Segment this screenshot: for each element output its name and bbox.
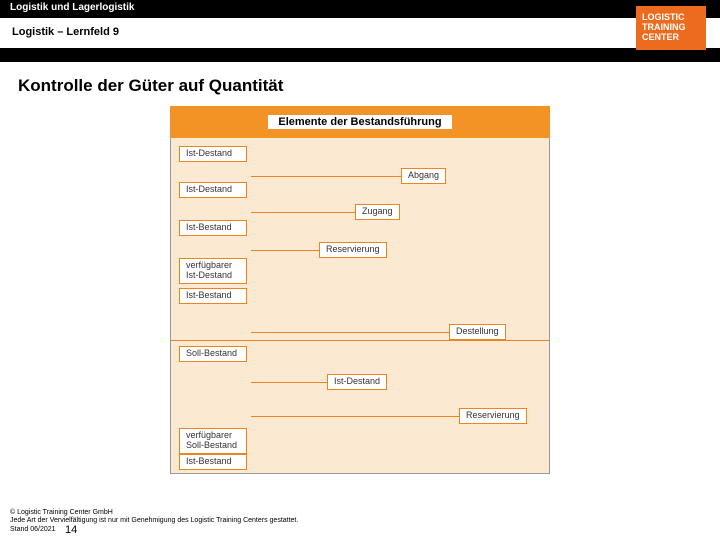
diagram-right-box: Destellung [449,324,506,340]
content-area: Kontrolle der Güter auf Quantität Elemen… [0,62,720,476]
diagram-connector [251,416,459,417]
footer: © Logistic Training Center GmbH Jede Art… [10,509,298,534]
diagram-left-box: verfügbarer Ist-Destand [179,258,247,284]
diagram-connector [251,332,449,333]
page-title: Kontrolle der Güter auf Quantität [18,76,702,96]
diagram-right-box: Ist-Destand [327,374,387,390]
header-breadcrumb-bar: Logistik und Lagerlogistik [0,0,720,18]
page-number: 14 [65,524,77,536]
logo-badge: LOGISTIC TRAINING CENTER [636,6,706,50]
diagram-connector [251,382,327,383]
diagram-left-box: Soll-Bestand [179,346,247,362]
diagram-right-box: Abgang [401,168,446,184]
diagram-header-label: Elemente der Bestandsführung [268,115,451,129]
footer-notice: Jede Art der Vervielfältigung ist nur mi… [10,517,298,525]
diagram-connector [251,212,355,213]
diagram-left-box: Ist-Bestand [179,288,247,304]
diagram: Elemente der Bestandsführung Ist-Destand… [170,106,550,476]
footer-copyright: © Logistic Training Center GmbH [10,509,298,517]
diagram-body: Ist-Destand Abgang Ist-Destand Zugang Ist-Be… [170,138,550,474]
header-subtitle-bar: Logistik – Lernfeld 9 [0,18,720,48]
diagram-left-box: Ist-Destand [179,146,247,162]
diagram-left-box: verfügbarer Soll-Bestand [179,428,247,454]
diagram-right-box: Reservierung [319,242,387,258]
diagram-separator [171,340,549,341]
subtitle-text: Logistik – Lernfeld 9 [12,26,119,38]
diagram-connector [251,250,319,251]
diagram-left-box: Ist-Destand [179,182,247,198]
breadcrumb-text: Logistik und Lagerlogistik [10,2,134,13]
diagram-left-box: Ist-Bestand [179,220,247,236]
diagram-left-box: Ist-Bestand [179,454,247,470]
logo-line3: CENTER [642,33,679,43]
diagram-header: Elemente der Bestandsführung [170,106,550,138]
diagram-right-box: Zugang [355,204,400,220]
header-bottom-stripe [0,48,720,62]
footer-date: Stand 06/2021 [10,526,298,534]
diagram-connector [251,176,401,177]
diagram-right-box: Reservierung [459,408,527,424]
